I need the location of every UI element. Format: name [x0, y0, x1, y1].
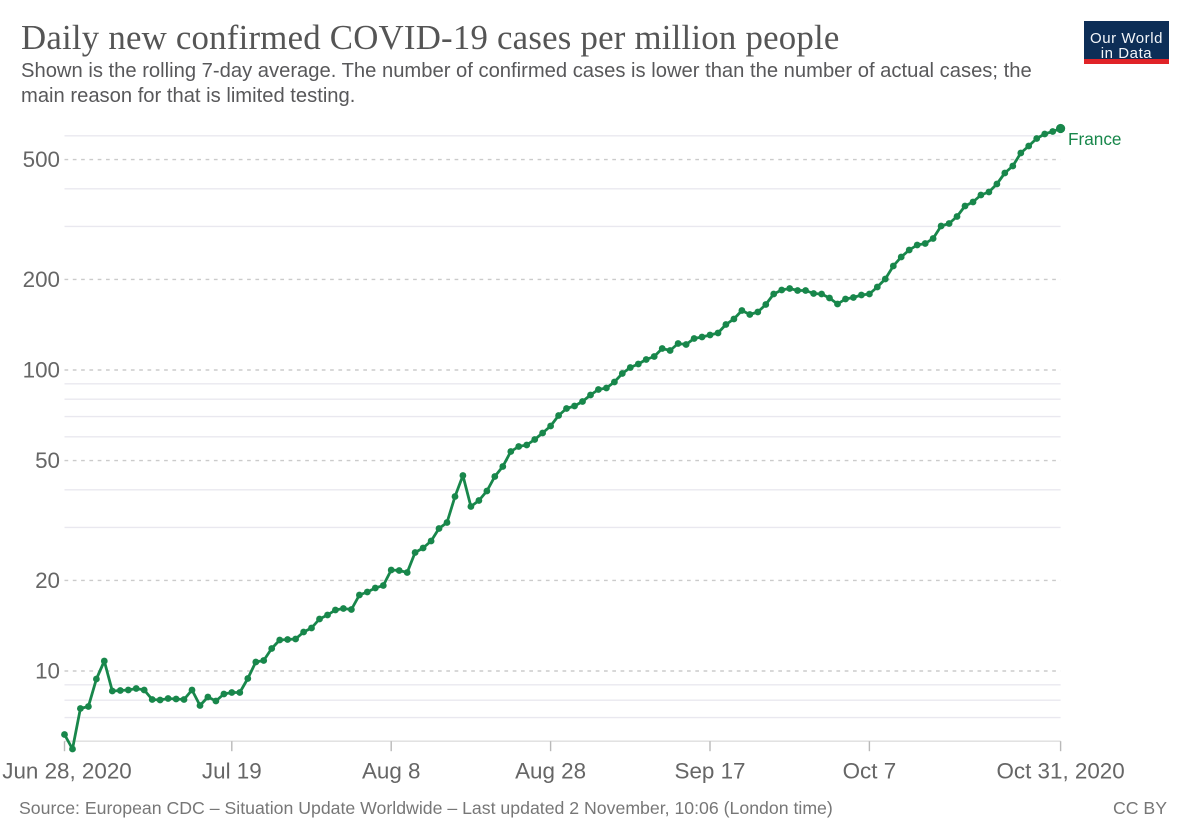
svg-text:20: 20	[35, 568, 60, 593]
svg-text:Jul 19: Jul 19	[202, 759, 262, 784]
svg-text:10: 10	[35, 659, 60, 684]
svg-text:Oct 31, 2020: Oct 31, 2020	[996, 759, 1124, 784]
svg-text:200: 200	[23, 267, 60, 292]
svg-text:Jun 28, 2020: Jun 28, 2020	[2, 759, 131, 784]
svg-text:500: 500	[23, 147, 60, 172]
svg-text:Oct 7: Oct 7	[843, 759, 897, 784]
svg-text:100: 100	[23, 358, 60, 383]
svg-text:50: 50	[35, 448, 60, 473]
svg-text:Aug 8: Aug 8	[362, 759, 421, 784]
svg-text:Aug 28: Aug 28	[515, 759, 586, 784]
svg-text:France: France	[1068, 129, 1122, 149]
svg-text:Sep 17: Sep 17	[675, 759, 746, 784]
